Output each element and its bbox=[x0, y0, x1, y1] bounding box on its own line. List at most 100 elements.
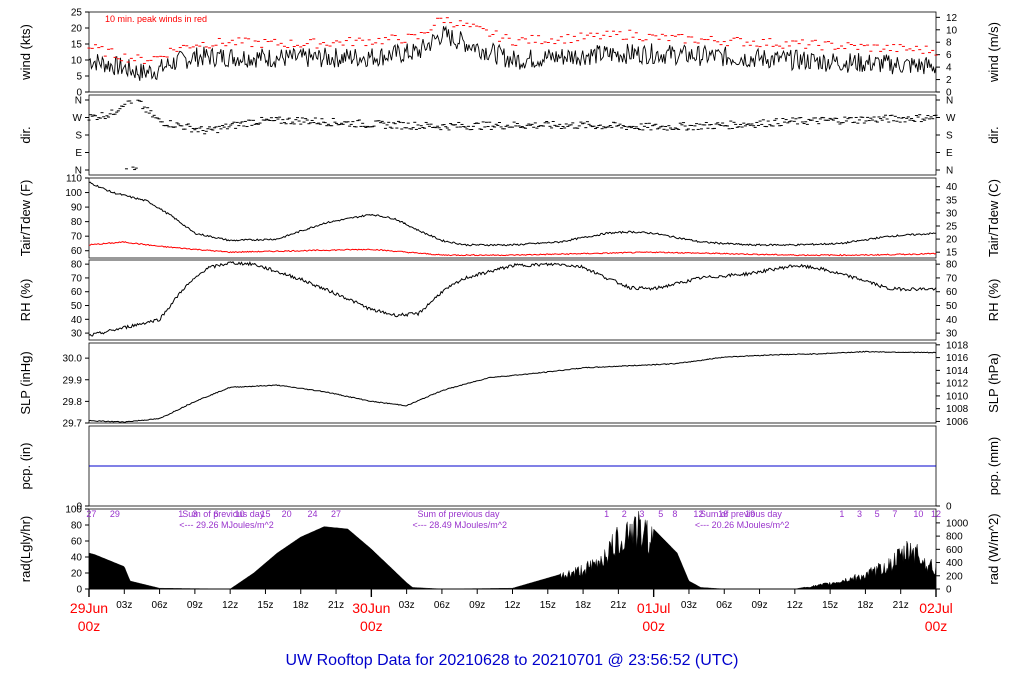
panel-frame bbox=[88, 11, 937, 93]
y-tick-label-right: E bbox=[946, 148, 953, 159]
y-tick-label-right: 40 bbox=[946, 182, 958, 193]
y-tick-label-right: 0 bbox=[946, 585, 952, 596]
series-slp bbox=[88, 350, 937, 423]
chart-panels: wind (kts) wind (m/s)05101520250246810121… bbox=[18, 8, 1001, 596]
y-tick-label: N bbox=[75, 166, 82, 177]
y-tick-label-right: 60 bbox=[946, 287, 958, 298]
y-tick-label-right: 30 bbox=[946, 208, 958, 219]
y-axis-label: rad(Lgly/hr) bbox=[18, 516, 33, 582]
y-tick-label: 30.0 bbox=[63, 354, 83, 365]
date-label: 29Jun bbox=[70, 600, 108, 616]
y-tick-label: 90 bbox=[71, 203, 83, 214]
y-tick-label-right: 12 bbox=[946, 13, 958, 24]
sun-hour-label: 10 bbox=[235, 509, 245, 519]
sum-value: <--- 20.26 MJoules/m^2 bbox=[695, 520, 790, 530]
sun-hour-label: 10 bbox=[913, 509, 923, 519]
y-tick-label: 20 bbox=[71, 569, 83, 580]
sun-hour-label: 1 bbox=[604, 509, 609, 519]
x-tick-label: 15z bbox=[257, 600, 273, 611]
y-tick-label: 40 bbox=[71, 315, 83, 326]
series-rh bbox=[88, 260, 937, 337]
x-tick-label: 21z bbox=[893, 600, 909, 611]
sun-hour-label: 1 bbox=[178, 509, 183, 519]
y-tick-label-right: 1016 bbox=[946, 353, 969, 364]
date-label: 30Jun bbox=[352, 600, 390, 616]
y-tick-label-right: 600 bbox=[946, 545, 963, 556]
series-tdew bbox=[88, 241, 937, 257]
y-axis-label-right: SLP (hPa) bbox=[986, 353, 1001, 413]
date-label: 02Jul bbox=[919, 600, 952, 616]
x-tick-label: 03z bbox=[399, 600, 415, 611]
sun-hour-label: 12 bbox=[931, 509, 941, 519]
y-tick-label: 0 bbox=[76, 88, 82, 99]
y-tick-label-right: 800 bbox=[946, 532, 963, 543]
y-tick-label: 25 bbox=[71, 8, 83, 19]
panel-frame bbox=[88, 259, 937, 341]
y-tick-label-right: 25 bbox=[946, 222, 958, 233]
panel-temperature: Tair/Tdew (F) Tair/Tdew (C) 60 70 80 90 100 110… bbox=[18, 174, 1001, 259]
y-axis-label-right: RH (%) bbox=[986, 279, 1001, 322]
y-axis-label: RH (%) bbox=[18, 279, 33, 322]
sun-hour-label: 3 bbox=[639, 509, 644, 519]
y-tick-label-right: 0 bbox=[946, 502, 952, 513]
y-tick-label-right: 1008 bbox=[946, 404, 969, 415]
y-tick-label: W bbox=[73, 113, 83, 124]
y-tick-label: 50 bbox=[71, 301, 83, 312]
y-tick-label-right: 20 bbox=[946, 235, 958, 246]
y-tick-label: 100 bbox=[65, 188, 82, 199]
date-label: 01Jul bbox=[637, 600, 670, 616]
panel-frame bbox=[88, 342, 937, 424]
x-tick-label: 12z bbox=[504, 600, 520, 611]
series-wind bbox=[88, 25, 937, 81]
y-axis-label: pcp. (in) bbox=[18, 443, 33, 490]
y-tick-label: 80 bbox=[71, 260, 83, 271]
x-tick-label: 03z bbox=[681, 600, 697, 611]
panel-pressure: SLP (inHg) SLP (hPa) 29.7 29.8 29.9 30.0 1006 1… bbox=[18, 340, 1001, 429]
y-tick-label-right: W bbox=[946, 113, 956, 124]
y-tick-label-right: 70 bbox=[946, 273, 958, 284]
sun-hour-label: 19 bbox=[745, 509, 755, 519]
sun-hour-label: 5 bbox=[658, 509, 663, 519]
y-axis-label-right: rad (W/m^2) bbox=[986, 513, 1001, 584]
y-tick-label-right: 1018 bbox=[946, 340, 969, 351]
y-tick-label-right: 1012 bbox=[946, 379, 969, 390]
sun-hour-label: 16 bbox=[718, 509, 728, 519]
y-tick-label: 29.9 bbox=[63, 375, 83, 386]
y-tick-label: 29.7 bbox=[63, 419, 83, 430]
x-tick-label: 12z bbox=[787, 600, 803, 611]
y-tick-label: 5 bbox=[76, 72, 82, 83]
y-tick-label-right: 30 bbox=[946, 329, 958, 340]
y-tick-label: N bbox=[75, 96, 82, 107]
sum-value: <--- 29.26 MJoules/m^2 bbox=[179, 520, 274, 530]
y-tick-label-right: N bbox=[946, 96, 953, 107]
y-axis-label-right: wind (m/s) bbox=[986, 22, 1001, 83]
x-axis: 03z 06z 09z 12z 15z 18z 21z 03z 06z 09z 12z 15z 18z 2… bbox=[70, 588, 953, 634]
x-tick-label: 15z bbox=[822, 600, 838, 611]
y-tick-label: 70 bbox=[71, 273, 83, 284]
y-axis-label-right: pcp. (mm) bbox=[986, 437, 1001, 496]
y-tick-label: 70 bbox=[71, 232, 83, 243]
y-tick-label: 0 bbox=[76, 502, 82, 513]
sun-hour-label: 12 bbox=[693, 509, 703, 519]
date-time-label: 00z bbox=[925, 618, 948, 634]
y-tick-label-right: 1014 bbox=[946, 366, 969, 377]
x-tick-label: 06z bbox=[716, 600, 732, 611]
y-tick-label: 29.8 bbox=[63, 397, 83, 408]
x-tick-label: 18z bbox=[293, 600, 309, 611]
sum-value: <--- 28.49 MJoules/m^2 bbox=[413, 520, 508, 530]
panel-precipitation: pcp. (in) pcp. (mm) 0 0 bbox=[18, 425, 1001, 513]
sun-hour-label: 20 bbox=[282, 509, 292, 519]
x-tick-label: 09z bbox=[469, 600, 485, 611]
date-time-label: 00z bbox=[642, 618, 665, 634]
y-tick-label: 110 bbox=[66, 174, 82, 185]
y-tick-label: 15 bbox=[71, 40, 83, 51]
x-tick-label: 06z bbox=[434, 600, 450, 611]
y-axis-label-right: dir. bbox=[986, 126, 1001, 143]
sun-hour-label: 3 bbox=[192, 509, 197, 519]
y-tick-label-right: 1010 bbox=[946, 391, 969, 402]
y-tick-label-right: S bbox=[946, 131, 953, 142]
x-tick-label: 12z bbox=[222, 600, 238, 611]
panel-frame bbox=[88, 177, 937, 259]
y-tick-label: 60 bbox=[71, 246, 83, 257]
sum-label: Sum of previous day bbox=[700, 509, 783, 519]
